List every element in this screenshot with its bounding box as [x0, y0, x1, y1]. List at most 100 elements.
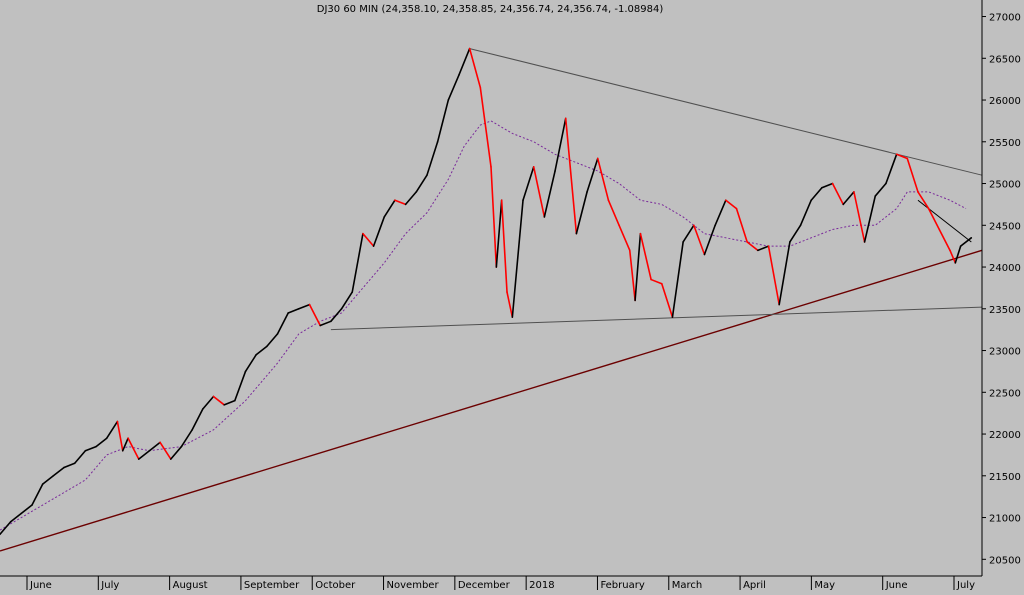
y-axis: 20500 21000 21500 22000 22500 23000 23500 24000…	[981, 0, 1021, 576]
price-segment	[693, 224, 706, 256]
price-segment	[821, 182, 834, 189]
price-segment	[447, 74, 460, 101]
y-tick-label: 23000	[989, 347, 1021, 358]
price-segment	[148, 441, 161, 452]
price-segment	[458, 47, 471, 76]
price-segment	[853, 191, 866, 243]
price-segment	[127, 437, 140, 460]
price-segment	[351, 232, 364, 293]
y-tick-label: 25500	[989, 138, 1021, 149]
x-tick-label: May	[814, 580, 835, 591]
price-segment	[255, 345, 268, 356]
x-tick-label: March	[672, 580, 702, 591]
y-tick-label: 21000	[989, 514, 1021, 525]
price-segment	[714, 199, 727, 227]
price-segment	[660, 282, 674, 318]
price-segment	[298, 303, 311, 310]
trendline-3	[330, 306, 983, 331]
price-segment	[287, 307, 300, 314]
price-segment	[63, 462, 76, 469]
price-segment	[319, 320, 332, 327]
price-series-group	[0, 47, 973, 536]
price-segment	[954, 245, 962, 264]
price-segment	[202, 395, 215, 410]
price-segment	[607, 199, 620, 227]
price-segment	[116, 420, 124, 452]
price-segment	[276, 312, 289, 335]
price-segment	[938, 228, 951, 252]
price-segment	[885, 153, 898, 185]
price-segment	[308, 303, 322, 327]
price-segment	[959, 237, 973, 247]
price-segment	[244, 353, 257, 373]
price-segment	[810, 186, 823, 202]
price-segment	[372, 216, 386, 247]
price-segment	[52, 466, 65, 477]
x-tick-label: April	[743, 580, 766, 591]
x-tick-label: June	[885, 580, 908, 591]
x-tick-label: December	[458, 580, 511, 591]
price-segment	[532, 166, 546, 218]
price-segment	[628, 249, 636, 302]
price-segment	[234, 370, 247, 402]
price-segment	[223, 399, 236, 406]
price-segment	[159, 441, 172, 460]
price-segment	[746, 241, 759, 252]
x-tick-label: November	[387, 580, 440, 591]
price-segment	[543, 170, 556, 218]
y-tick-label: 24000	[989, 263, 1021, 274]
price-segment	[639, 232, 652, 281]
price-segment	[9, 512, 23, 523]
price-segment	[927, 207, 941, 231]
x-tick-label: 2018	[529, 580, 554, 591]
price-segment	[500, 199, 508, 293]
price-segment	[169, 445, 183, 460]
moving-average-group	[0, 120, 967, 531]
price-segment	[212, 395, 225, 406]
price-segment	[121, 437, 129, 452]
price-segment	[0, 520, 12, 536]
price-segment	[575, 191, 588, 235]
x-tick-label: October	[315, 580, 356, 591]
y-tick-label: 22000	[989, 430, 1021, 441]
y-tick-label: 25000	[989, 180, 1021, 191]
price-segment	[671, 241, 684, 318]
price-segment	[917, 191, 930, 210]
price-segment	[468, 47, 482, 89]
price-segment	[895, 153, 909, 160]
y-tick-label: 27000	[989, 13, 1021, 24]
price-segment	[618, 224, 631, 252]
price-segment	[564, 117, 578, 235]
price-segment	[842, 191, 855, 206]
price-segment	[73, 449, 87, 465]
price-segment	[41, 474, 55, 485]
price-segment	[506, 291, 514, 318]
x-tick-label: August	[173, 580, 208, 591]
x-tick-label: July	[100, 580, 119, 591]
price-segment	[479, 86, 492, 168]
y-tick-label: 24500	[989, 221, 1021, 232]
price-segment	[404, 191, 418, 206]
price-segment	[703, 224, 716, 256]
chart-title: DJ30 60 MIN (24,358.10, 24,358.85, 24,35…	[317, 4, 664, 15]
price-segment	[650, 278, 663, 285]
price-segment	[778, 241, 791, 306]
price-segment	[84, 445, 97, 452]
price-segment	[511, 199, 524, 318]
price-segment	[191, 408, 204, 431]
price-segment	[735, 207, 748, 243]
price-segment	[522, 166, 535, 202]
price-segment	[415, 174, 428, 193]
moving-average-line	[0, 120, 967, 531]
price-segment	[554, 117, 567, 172]
price-segment	[863, 195, 877, 243]
y-tick-label: 26500	[989, 54, 1021, 65]
price-segment	[906, 157, 919, 193]
price-segment	[362, 232, 375, 247]
price-segment	[95, 437, 108, 448]
price-segment	[31, 483, 44, 506]
x-axis: June July August September October November De…	[0, 575, 982, 591]
